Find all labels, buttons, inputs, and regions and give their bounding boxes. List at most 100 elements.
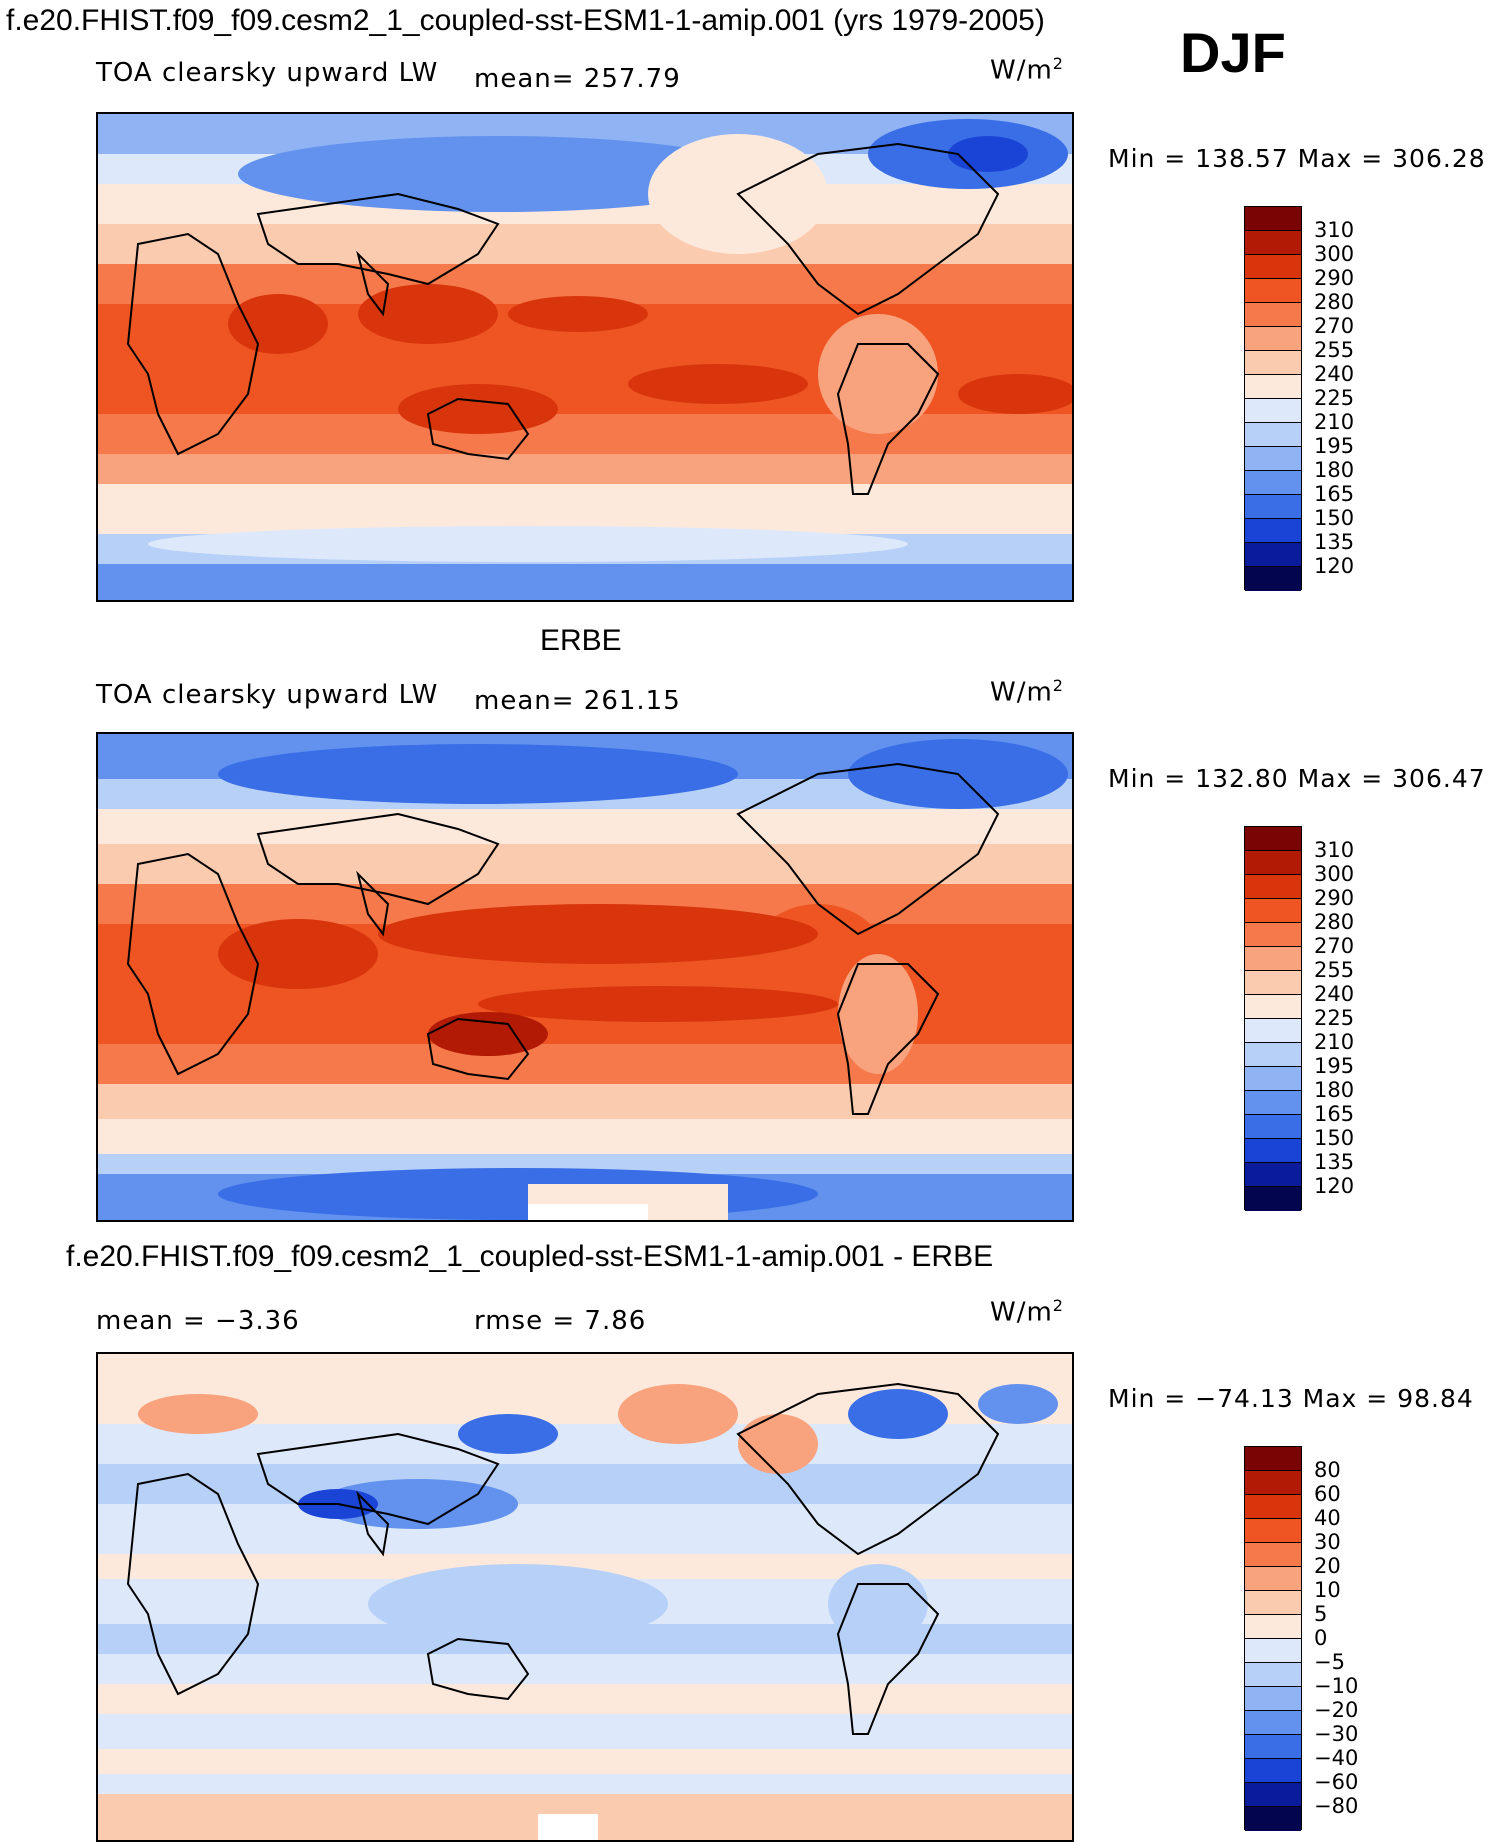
panel3-rmse: rmse = 7.86 bbox=[474, 1306, 647, 1336]
colorbar-tick-label: 180 bbox=[1314, 1078, 1355, 1102]
colorbar-tick-label: 240 bbox=[1314, 982, 1355, 1006]
colorbar-swatch bbox=[1245, 1615, 1301, 1639]
colorbar-swatch bbox=[1245, 851, 1301, 875]
colorbar-swatch bbox=[1245, 995, 1301, 1019]
panel1-minmax: Min = 138.57 Max = 306.28 bbox=[1108, 144, 1486, 173]
colorbar-tick-label: 310 bbox=[1314, 218, 1355, 242]
colorbar-swatch bbox=[1245, 1807, 1301, 1831]
colorbar-tick-label: 0 bbox=[1314, 1626, 1328, 1650]
colorbar-swatch bbox=[1245, 207, 1301, 231]
colorbar-tick-label: 195 bbox=[1314, 1054, 1355, 1078]
colorbar-swatch bbox=[1245, 543, 1301, 567]
colorbar-swatch bbox=[1245, 567, 1301, 591]
colorbar-tick-label: 80 bbox=[1314, 1458, 1341, 1482]
colorbar-swatch bbox=[1245, 875, 1301, 899]
figure-title: f.e20.FHIST.f09_f09.cesm2_1_coupled-sst-… bbox=[6, 4, 1045, 37]
colorbar-tick-label: 40 bbox=[1314, 1506, 1341, 1530]
panel2-mean: mean= 261.15 bbox=[474, 686, 681, 716]
colorbar-swatch bbox=[1245, 375, 1301, 399]
panel1-colorbar bbox=[1244, 206, 1302, 591]
colorbar-tick-label: 300 bbox=[1314, 862, 1355, 886]
colorbar-swatch bbox=[1245, 1711, 1301, 1735]
colorbar-tick-label: 255 bbox=[1314, 958, 1355, 982]
panel2-variable: TOA clearsky upward LW bbox=[96, 680, 439, 710]
colorbar-swatch bbox=[1245, 351, 1301, 375]
colorbar-swatch bbox=[1245, 1639, 1301, 1663]
colorbar-swatch bbox=[1245, 231, 1301, 255]
colorbar-swatch bbox=[1245, 327, 1301, 351]
colorbar-tick-label: 120 bbox=[1314, 1174, 1355, 1198]
panel2-contour-field bbox=[98, 734, 1072, 1220]
colorbar-tick-label: 150 bbox=[1314, 1126, 1355, 1150]
colorbar-swatch bbox=[1245, 471, 1301, 495]
panel2-map bbox=[96, 732, 1074, 1222]
colorbar-swatch bbox=[1245, 1735, 1301, 1759]
panel1-mean: mean= 257.79 bbox=[474, 64, 681, 94]
colorbar-tick-label: 165 bbox=[1314, 1102, 1355, 1126]
colorbar-swatch bbox=[1245, 1687, 1301, 1711]
colorbar-tick-label: 210 bbox=[1314, 410, 1355, 434]
colorbar-tick-label: 60 bbox=[1314, 1482, 1341, 1506]
panel3-section-title: f.e20.FHIST.f09_f09.cesm2_1_coupled-sst-… bbox=[66, 1240, 994, 1273]
colorbar-swatch bbox=[1245, 1759, 1301, 1783]
colorbar-swatch bbox=[1245, 1187, 1301, 1211]
season-label: DJF bbox=[1180, 21, 1286, 84]
panel1-contour-field bbox=[98, 114, 1072, 600]
colorbar-swatch bbox=[1245, 1043, 1301, 1067]
colorbar-tick-label: 165 bbox=[1314, 482, 1355, 506]
panel3-colorbar bbox=[1244, 1446, 1302, 1831]
panel2-minmax: Min = 132.80 Max = 306.47 bbox=[1108, 764, 1486, 793]
colorbar-tick-label: 270 bbox=[1314, 314, 1355, 338]
colorbar-tick-label: 280 bbox=[1314, 910, 1355, 934]
colorbar-swatch bbox=[1245, 1567, 1301, 1591]
colorbar-tick-label: 225 bbox=[1314, 1006, 1355, 1030]
colorbar-tick-label: 10 bbox=[1314, 1578, 1341, 1602]
colorbar-swatch bbox=[1245, 971, 1301, 995]
colorbar-tick-label: 120 bbox=[1314, 554, 1355, 578]
colorbar-swatch bbox=[1245, 399, 1301, 423]
colorbar-swatch bbox=[1245, 1471, 1301, 1495]
colorbar-swatch bbox=[1245, 1115, 1301, 1139]
colorbar-tick-label: −20 bbox=[1314, 1698, 1359, 1722]
colorbar-tick-label: −60 bbox=[1314, 1770, 1359, 1794]
colorbar-tick-label: 280 bbox=[1314, 290, 1355, 314]
panel1-map bbox=[96, 112, 1074, 602]
colorbar-tick-label: 135 bbox=[1314, 1150, 1355, 1174]
colorbar-tick-label: 150 bbox=[1314, 506, 1355, 530]
panel3-map bbox=[96, 1352, 1074, 1842]
colorbar-tick-label: 135 bbox=[1314, 530, 1355, 554]
colorbar-swatch bbox=[1245, 279, 1301, 303]
panel2-units: W/m2 bbox=[990, 676, 1064, 708]
panel3-minmax: Min = −74.13 Max = 98.84 bbox=[1108, 1384, 1474, 1413]
colorbar-swatch bbox=[1245, 1067, 1301, 1091]
colorbar-swatch bbox=[1245, 447, 1301, 471]
panel2-colorbar bbox=[1244, 826, 1302, 1211]
colorbar-swatch bbox=[1245, 1519, 1301, 1543]
colorbar-swatch bbox=[1245, 827, 1301, 851]
colorbar-tick-label: 225 bbox=[1314, 386, 1355, 410]
colorbar-tick-label: 5 bbox=[1314, 1602, 1328, 1626]
colorbar-tick-label: 290 bbox=[1314, 886, 1355, 910]
colorbar-swatch bbox=[1245, 1543, 1301, 1567]
colorbar-tick-label: −40 bbox=[1314, 1746, 1359, 1770]
colorbar-swatch bbox=[1245, 519, 1301, 543]
colorbar-tick-label: 30 bbox=[1314, 1530, 1341, 1554]
colorbar-tick-label: −10 bbox=[1314, 1674, 1359, 1698]
colorbar-tick-label: 300 bbox=[1314, 242, 1355, 266]
colorbar-swatch bbox=[1245, 303, 1301, 327]
colorbar-tick-label: 310 bbox=[1314, 838, 1355, 862]
colorbar-swatch bbox=[1245, 1663, 1301, 1687]
panel3-contour-field bbox=[98, 1354, 1072, 1840]
panel2-section-title: ERBE bbox=[540, 624, 622, 657]
colorbar-tick-label: −30 bbox=[1314, 1722, 1359, 1746]
colorbar-swatch bbox=[1245, 1447, 1301, 1471]
colorbar-tick-label: 270 bbox=[1314, 934, 1355, 958]
colorbar-tick-label: 195 bbox=[1314, 434, 1355, 458]
panel3-units: W/m2 bbox=[990, 1296, 1064, 1328]
colorbar-swatch bbox=[1245, 1783, 1301, 1807]
colorbar-tick-label: 210 bbox=[1314, 1030, 1355, 1054]
colorbar-swatch bbox=[1245, 1591, 1301, 1615]
colorbar-swatch bbox=[1245, 495, 1301, 519]
colorbar-swatch bbox=[1245, 1163, 1301, 1187]
colorbar-swatch bbox=[1245, 923, 1301, 947]
